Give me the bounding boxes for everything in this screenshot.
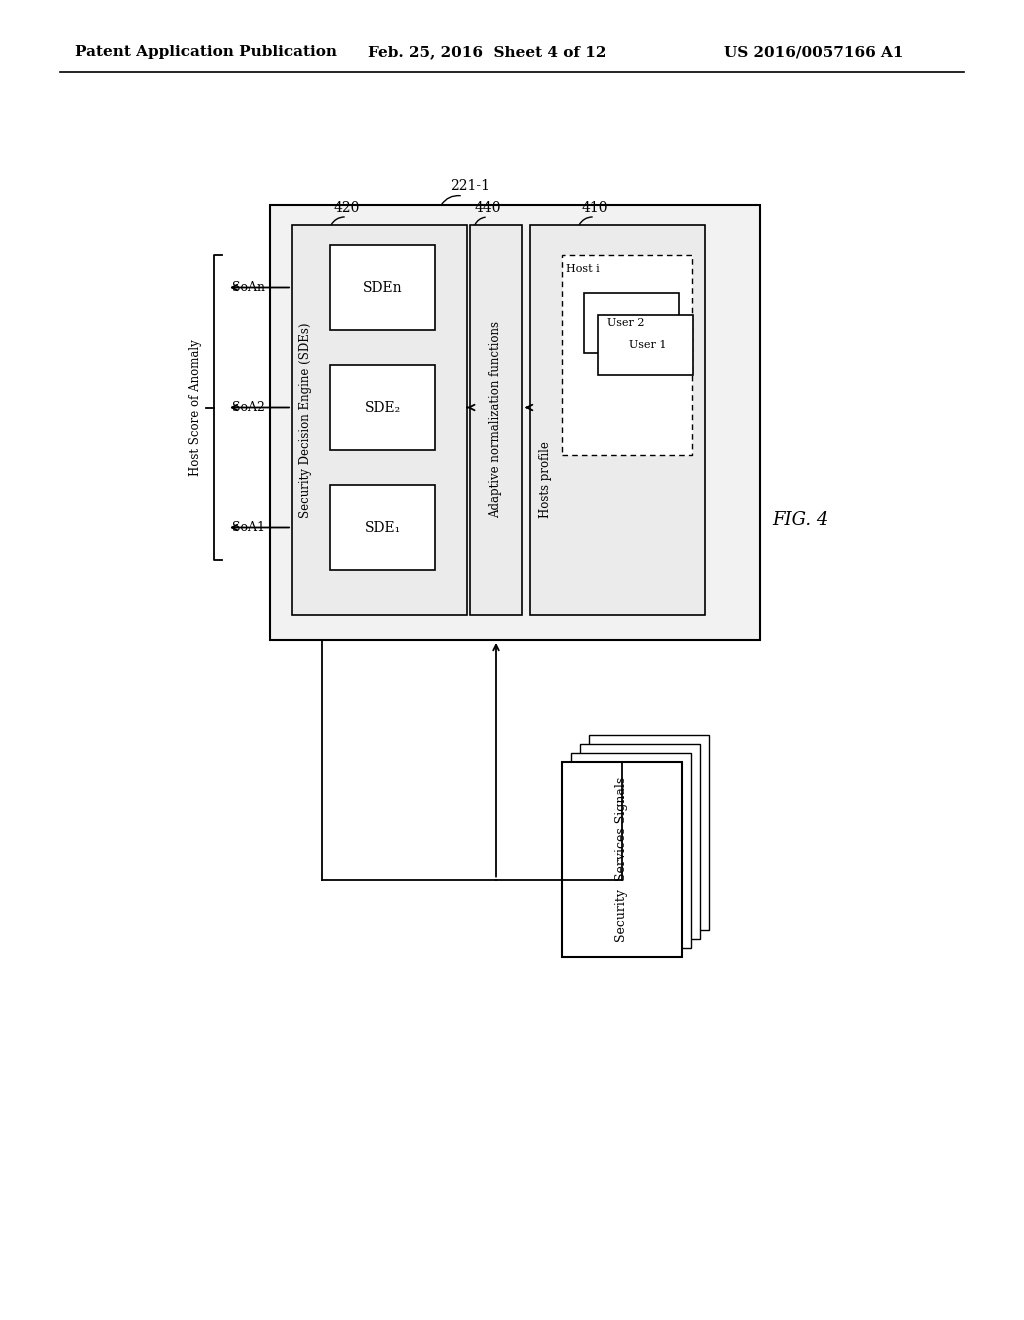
Text: SoA1: SoA1 (232, 521, 265, 535)
Bar (580, 744, 700, 939)
Text: Host Score of Anomaly: Host Score of Anomaly (189, 339, 202, 477)
Bar (330, 246, 435, 330)
Text: Host i: Host i (566, 264, 600, 275)
Text: SDE₂: SDE₂ (365, 400, 400, 414)
Bar (530, 224, 705, 615)
Bar (270, 205, 760, 640)
Bar (589, 735, 709, 931)
Text: Security Decision Engine (SDEs): Security Decision Engine (SDEs) (299, 322, 312, 517)
Text: User 1: User 1 (629, 341, 667, 350)
Text: SoA2: SoA2 (232, 401, 265, 414)
Text: User 2: User 2 (607, 318, 644, 327)
Text: SoAn: SoAn (232, 281, 265, 294)
Bar (330, 484, 435, 570)
Text: Patent Application Publication: Patent Application Publication (75, 45, 337, 59)
Bar (571, 752, 691, 948)
Bar (584, 293, 679, 352)
Text: Adaptive normalization functions: Adaptive normalization functions (489, 322, 503, 519)
Text: 221-1: 221-1 (450, 180, 490, 193)
Text: SDE₁: SDE₁ (365, 520, 400, 535)
Text: Security  Services Signals: Security Services Signals (615, 777, 629, 942)
Text: 420: 420 (334, 201, 360, 215)
Text: FIG. 4: FIG. 4 (772, 511, 828, 529)
Text: 410: 410 (582, 201, 608, 215)
Bar (330, 366, 435, 450)
Text: 440: 440 (475, 201, 502, 215)
Bar (598, 315, 693, 375)
Bar (470, 224, 522, 615)
Bar (292, 224, 467, 615)
Text: Hosts profile: Hosts profile (539, 442, 552, 519)
Bar (562, 762, 682, 957)
Text: SDEn: SDEn (362, 281, 402, 294)
Text: Feb. 25, 2016  Sheet 4 of 12: Feb. 25, 2016 Sheet 4 of 12 (368, 45, 606, 59)
Text: US 2016/0057166 A1: US 2016/0057166 A1 (724, 45, 903, 59)
Bar (562, 255, 692, 455)
